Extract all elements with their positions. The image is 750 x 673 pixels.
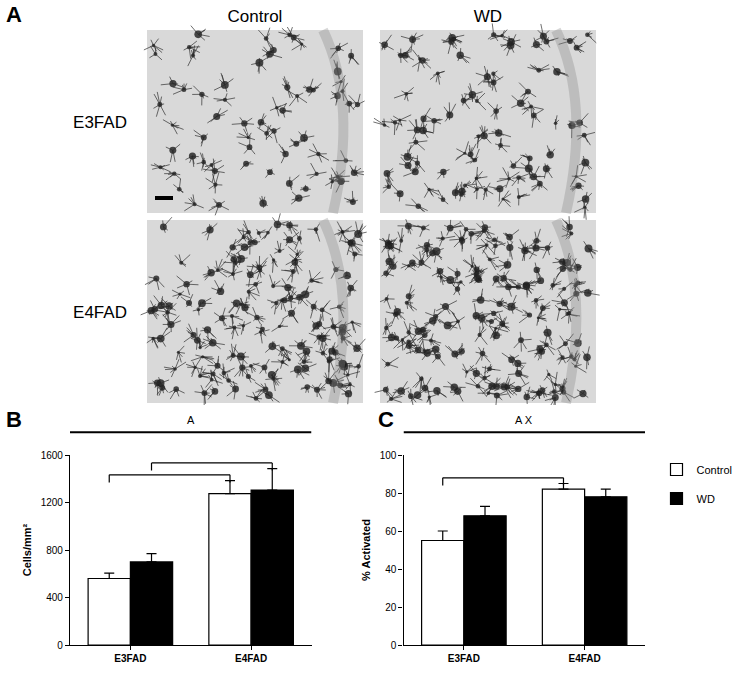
svg-text:1600: 1600 (41, 450, 64, 461)
svg-text:Control: Control (228, 7, 283, 26)
svg-text:0: 0 (391, 640, 397, 651)
svg-text:60: 60 (385, 526, 397, 537)
svg-text:WD: WD (697, 493, 715, 505)
svg-text:Control: Control (697, 464, 732, 476)
svg-text:800: 800 (46, 545, 63, 556)
svg-text:A: A (187, 414, 195, 426)
svg-text:40: 40 (385, 564, 397, 575)
svg-text:E3FAD: E3FAD (448, 653, 480, 664)
svg-text:0: 0 (57, 640, 63, 651)
svg-text:E4FAD: E4FAD (569, 653, 601, 664)
svg-text:Cells/mm²: Cells/mm² (21, 523, 33, 576)
svg-text:E4FAD: E4FAD (235, 653, 267, 664)
svg-text:1200: 1200 (41, 497, 64, 508)
html-text:C: C (378, 407, 394, 432)
svg-text:WD: WD (474, 7, 502, 26)
svg-text:E3FAD: E3FAD (73, 113, 127, 132)
html-text:A: A (6, 2, 22, 27)
svg-text:100: 100 (380, 450, 397, 461)
svg-text:% Activated: % Activated (360, 519, 372, 581)
svg-text:400: 400 (46, 592, 63, 603)
svg-text:80: 80 (385, 488, 397, 499)
html-text:B: B (6, 407, 22, 432)
svg-text:A X: A X (515, 414, 533, 426)
svg-text:E4FAD: E4FAD (73, 303, 127, 322)
svg-text:20: 20 (385, 602, 397, 613)
svg-text:E3FAD: E3FAD (114, 653, 146, 664)
